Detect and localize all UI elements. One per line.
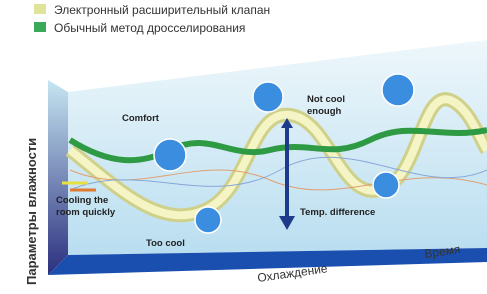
face-icon <box>382 74 414 106</box>
legend-swatch <box>34 4 46 14</box>
y-axis-label: Параметры влажности <box>24 138 39 285</box>
wall <box>48 80 68 275</box>
annotation: Not cool <box>307 94 345 105</box>
face-icon <box>195 207 221 233</box>
face-icon <box>154 139 186 171</box>
annotation: Too cool <box>146 238 185 249</box>
face-icon <box>373 172 399 198</box>
legend-label: Электронный расширительный клапан <box>54 3 270 17</box>
legend-swatch <box>34 22 46 32</box>
annotation: room quickly <box>56 207 116 218</box>
face-icon <box>253 82 283 112</box>
annotation: enough <box>307 106 341 117</box>
legend-label: Обычный метод дросселирования <box>54 21 245 35</box>
annotation: Temp. difference <box>300 207 375 218</box>
annotation: Cooling the <box>56 195 108 206</box>
diagram: Электронный расширительный клапан Обычны… <box>0 0 487 294</box>
annotation: Comfort <box>122 113 160 124</box>
